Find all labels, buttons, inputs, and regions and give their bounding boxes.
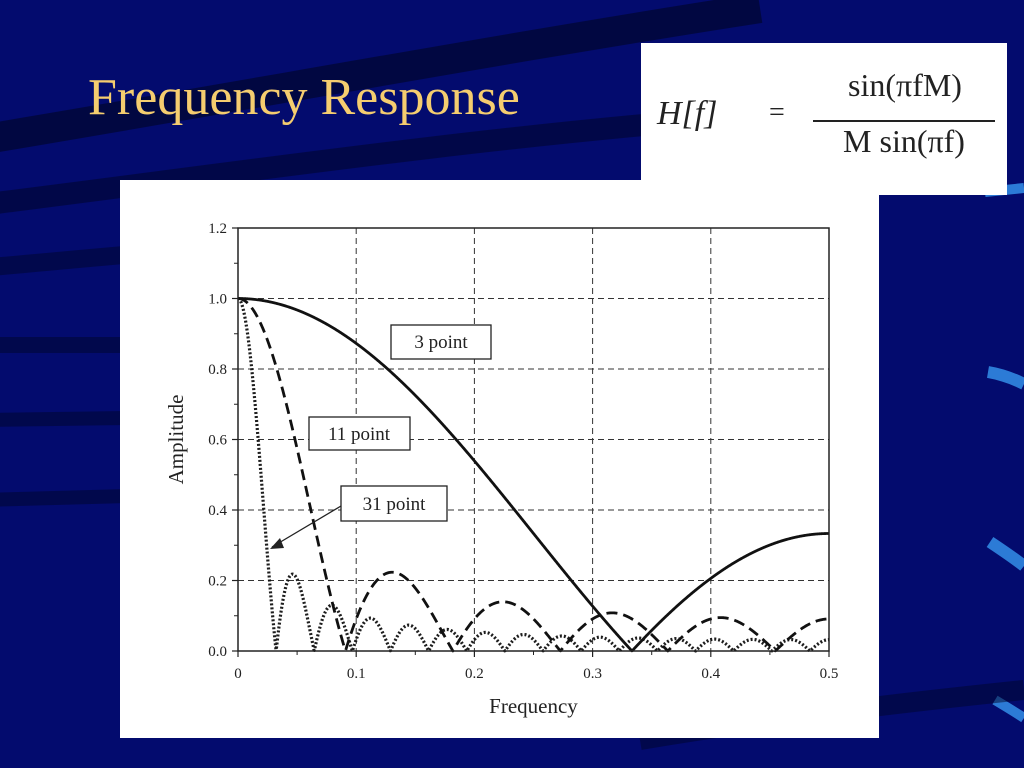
legend-box [308,416,411,451]
legend-label-31-point: 31 point [363,494,427,515]
x-tick-label: 0 [234,666,242,682]
formula-box: H[f] = sin(πfM) M sin(πf) [641,43,1007,195]
y-tick-label: 0.2 [208,574,227,590]
legend-label-3-point: 3 point [414,332,468,353]
background-swoosh [0,109,701,214]
frequency-response-chart: 0 0.1 0.2 0.3 0.4 0.5 0.0 0.2 0.4 0.6 0.8 1.0 1.2 Fr… [164,221,838,718]
x-tick-label: 0.4 [701,666,720,682]
legend-arrow-line [271,505,342,548]
background-swoosh [0,489,131,507]
slide-title: Frequency Response [88,69,520,126]
legend-box [340,485,448,522]
x-axis-label: Frequency [489,694,578,718]
formula-fraction-bar [813,120,995,122]
chart-panel: 0 0.1 0.2 0.3 0.4 0.5 0.0 0.2 0.4 0.6 0.8 1.0 1.2 Fr… [120,180,879,738]
legend-3-point: 3 point [390,324,492,360]
legend-box [390,324,492,360]
background-accent [986,537,1024,571]
x-tick-label: 0.2 [465,666,484,682]
background-swoosh [0,0,763,152]
legend-label-11-point: 11 point [328,424,391,445]
y-tick-label: 1.0 [208,292,227,308]
y-tick-label: 0.4 [208,503,227,519]
background-accent [986,366,1024,390]
series-line-11-point [237,297,830,653]
formula-denominator: M sin(πf) [843,123,965,159]
curves [236,296,831,653]
x-tick-label: 0.3 [583,666,602,682]
y-tick-label: 0.6 [208,433,227,449]
y-tick-label: 0.8 [208,362,227,378]
legend-31-point: 31 point [270,485,448,549]
formula-lhs: H[f] [657,95,718,132]
series-line-31-point [236,296,831,653]
formula-numerator: sin(πfM) [848,67,962,103]
formula-equals: = [769,97,785,128]
background-swoosh [0,411,131,427]
grid [238,228,829,651]
y-axis-label: Amplitude [164,395,188,485]
y-tick-label: 1.2 [208,221,227,237]
series-line-3-point [237,297,830,653]
ticks: 0 0.1 0.2 0.3 0.4 0.5 0.0 0.2 0.4 0.6 0.8 1.0 1.2 [208,221,838,682]
x-tick-label: 0.1 [347,666,366,682]
legend-arrow-head [270,538,284,549]
y-tick-label: 0.0 [208,644,227,660]
x-tick-label: 0.5 [820,666,839,682]
legend-11-point: 11 point [308,416,411,451]
